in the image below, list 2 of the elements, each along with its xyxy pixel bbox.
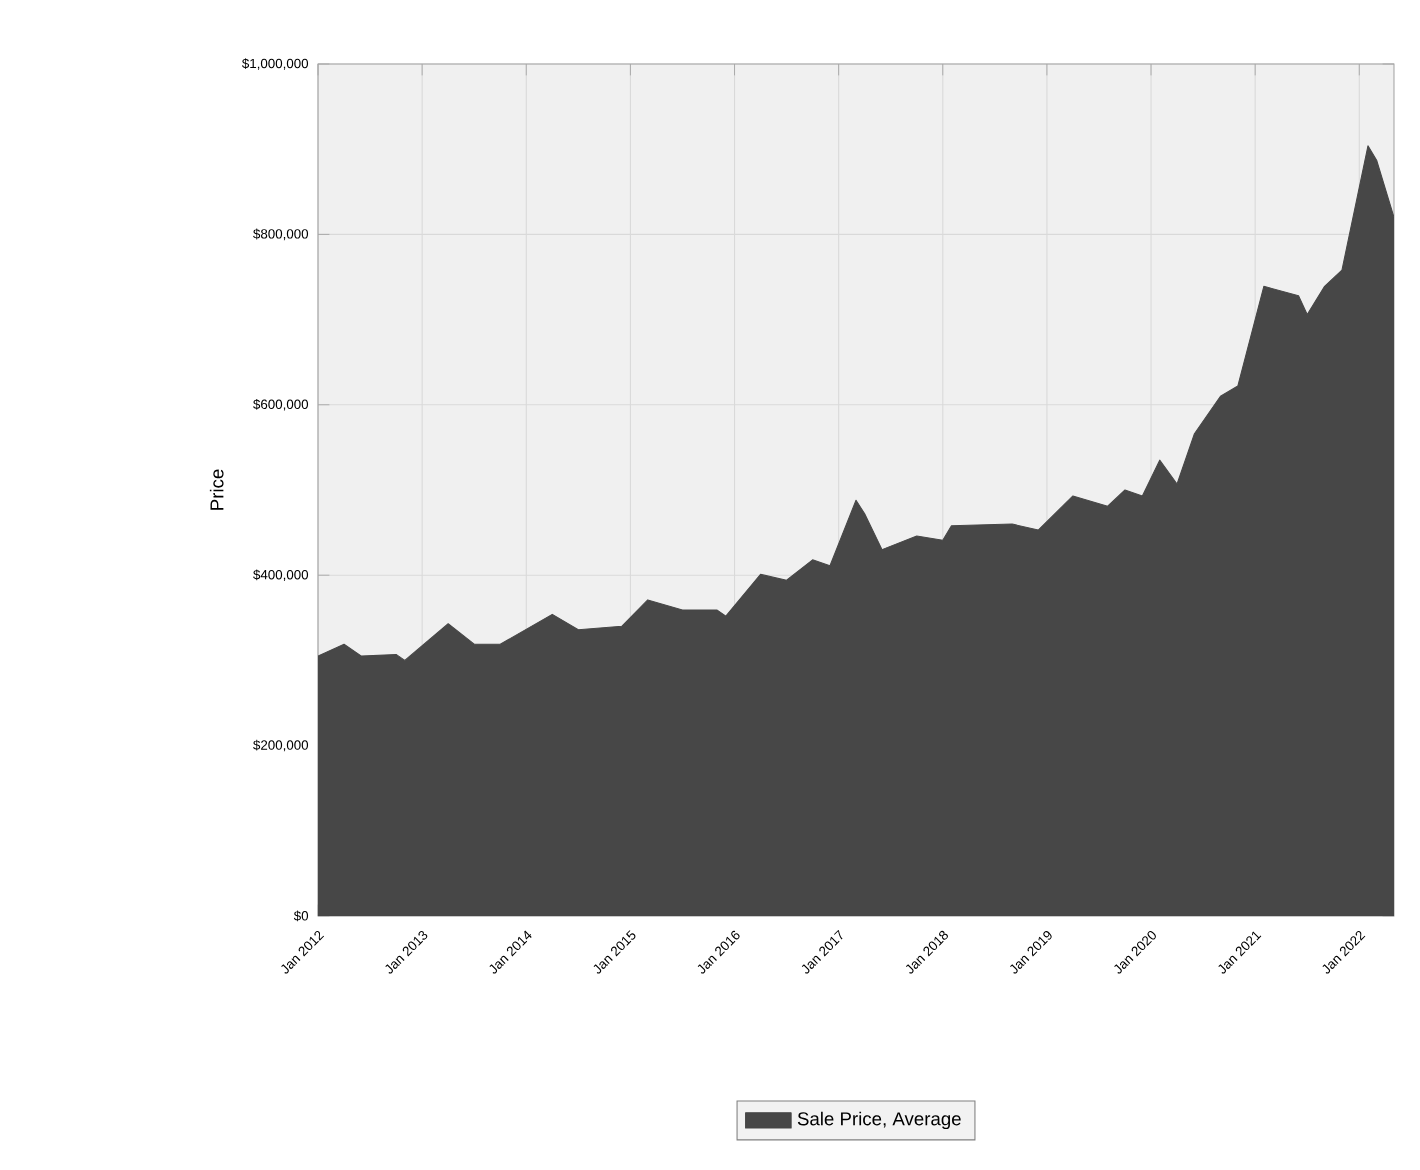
y-axis-title: Price: [209, 469, 224, 510]
legend-label: Sale Price, Average: [797, 1111, 961, 1130]
